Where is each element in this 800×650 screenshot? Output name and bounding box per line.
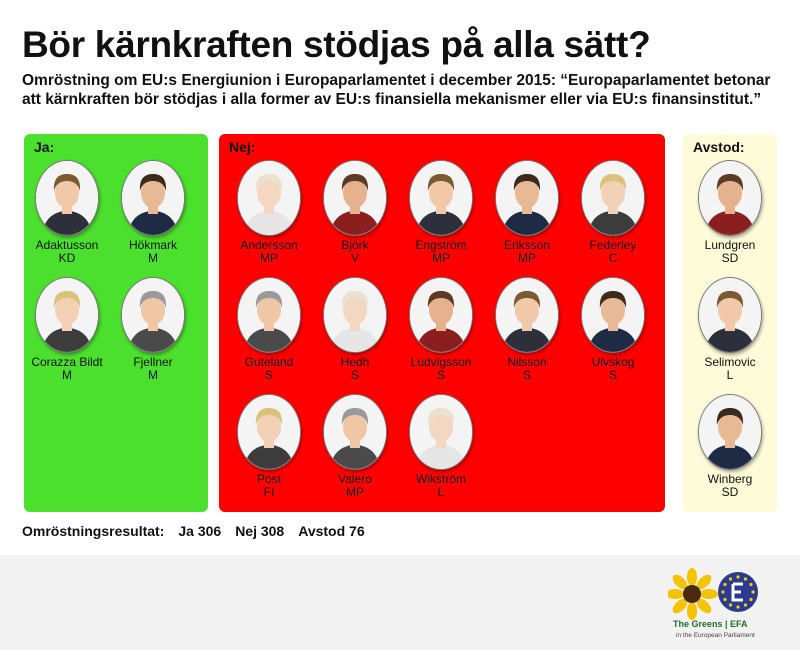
member-portrait: [323, 277, 387, 353]
member-portrait: [237, 160, 301, 236]
member-party: V: [350, 251, 359, 265]
vote-result: Omröstningsresultat: Ja 306 Nej 308 Avstod …: [22, 523, 379, 539]
member-name: Corazza Bildt: [31, 355, 103, 369]
member-card: Post FI: [224, 394, 314, 499]
member-name: Winberg: [707, 472, 753, 486]
greens-efa-logo: [668, 568, 758, 620]
member-portrait: [409, 160, 473, 236]
member-party: M: [148, 368, 158, 382]
member-card: Winberg SD: [685, 394, 775, 499]
member-card: Lundgren SD: [685, 160, 775, 265]
member-portrait: [121, 160, 185, 236]
member-name: Ludvigsson: [410, 355, 472, 369]
member-card: Hökmark M: [108, 160, 198, 265]
member-card: Engström MP: [396, 160, 486, 265]
member-card: Hedh S: [310, 277, 400, 382]
page-subtitle: Omröstning om EU:s Energiunion i Europap…: [22, 72, 771, 108]
member-party: C: [608, 251, 618, 265]
member-card: Wikström L: [396, 394, 486, 499]
group-label-nej: Nej:: [229, 139, 256, 155]
member-party: S: [608, 368, 617, 382]
footer: [0, 555, 800, 650]
member-name: Guteland: [244, 355, 294, 369]
member-party: MP: [518, 251, 536, 265]
member-name: Adaktusson: [35, 238, 99, 252]
member-name: Hökmark: [128, 238, 177, 252]
member-card: Eriksson MP: [482, 160, 572, 265]
member-party: S: [436, 368, 445, 382]
group-label-avstod: Avstod:: [693, 139, 745, 155]
logo-subtext: in the European Parliament: [676, 632, 755, 639]
member-party: S: [350, 368, 359, 382]
member-name: Lundgren: [704, 238, 756, 252]
member-party: FI: [263, 485, 275, 499]
member-portrait: [35, 277, 99, 353]
member-name: Ulvskog: [591, 355, 635, 369]
member-card: Ludvigsson S: [396, 277, 486, 382]
member-party: MP: [346, 485, 364, 499]
member-portrait: [495, 160, 559, 236]
group-ja: Ja: Adaktusson KD Hökmark M Corazza Bildt M Fj…: [24, 134, 208, 512]
member-name: Valero: [338, 472, 372, 486]
group-label-ja: Ja:: [34, 139, 55, 155]
member-party: S: [264, 368, 273, 382]
result-nej: Nej 308: [235, 523, 285, 539]
member-name: Engström: [415, 238, 467, 252]
member-portrait: [698, 160, 762, 236]
member-name: Björk: [341, 238, 369, 252]
member-card: Corazza Bildt M: [22, 277, 112, 382]
member-name: Selimovic: [704, 355, 756, 369]
member-party: M: [148, 251, 158, 265]
result-avstod: Avstod 76: [298, 523, 365, 539]
member-portrait: [698, 394, 762, 470]
logo-text: The Greens | EFA: [673, 619, 748, 629]
member-portrait: [237, 277, 301, 353]
member-portrait: [121, 277, 185, 353]
member-portrait: [581, 277, 645, 353]
member-party: S: [522, 368, 531, 382]
member-portrait: [409, 394, 473, 470]
member-party: L: [726, 368, 734, 382]
member-portrait: [698, 277, 762, 353]
page-title: Bör kärnkraften stödjas på alla sätt?: [22, 24, 651, 65]
member-party: KD: [58, 251, 76, 265]
member-name: Hedh: [340, 355, 370, 369]
member-portrait: [237, 394, 301, 470]
member-card: Guteland S: [224, 277, 314, 382]
member-portrait: [323, 160, 387, 236]
member-card: Ulvskog S: [568, 277, 658, 382]
member-name: Post: [256, 472, 281, 486]
member-name: Federley: [589, 238, 637, 252]
member-card: Selimovic L: [685, 277, 775, 382]
member-card: Björk V: [310, 160, 400, 265]
member-card: Valero MP: [310, 394, 400, 499]
member-name: Eriksson: [503, 238, 550, 252]
member-party: MP: [432, 251, 450, 265]
member-card: Nilsson S: [482, 277, 572, 382]
member-party: L: [437, 485, 445, 499]
member-portrait: [581, 160, 645, 236]
member-party: SD: [721, 485, 739, 499]
member-card: Andersson MP: [224, 160, 314, 265]
member-portrait: [409, 277, 473, 353]
member-card: Federley C: [568, 160, 658, 265]
member-name: Nilsson: [507, 355, 547, 369]
member-name: Fjellner: [133, 355, 173, 369]
member-portrait: [495, 277, 559, 353]
member-name: Andersson: [240, 238, 298, 252]
member-portrait: [35, 160, 99, 236]
group-avstod: Avstod: Lundgren SD Selimovic L Winberg SD: [683, 134, 777, 512]
member-party: M: [62, 368, 72, 382]
member-portrait: [323, 394, 387, 470]
member-party: SD: [721, 251, 739, 265]
group-nej: Nej: Andersson MP Björk V Engström MP Eriksson…: [219, 134, 665, 512]
member-party: MP: [260, 251, 278, 265]
member-name: Wikström: [416, 472, 466, 486]
member-card: Adaktusson KD: [22, 160, 112, 265]
result-label: Omröstningsresultat:: [22, 523, 165, 539]
result-ja: Ja 306: [178, 523, 222, 539]
member-card: Fjellner M: [108, 277, 198, 382]
